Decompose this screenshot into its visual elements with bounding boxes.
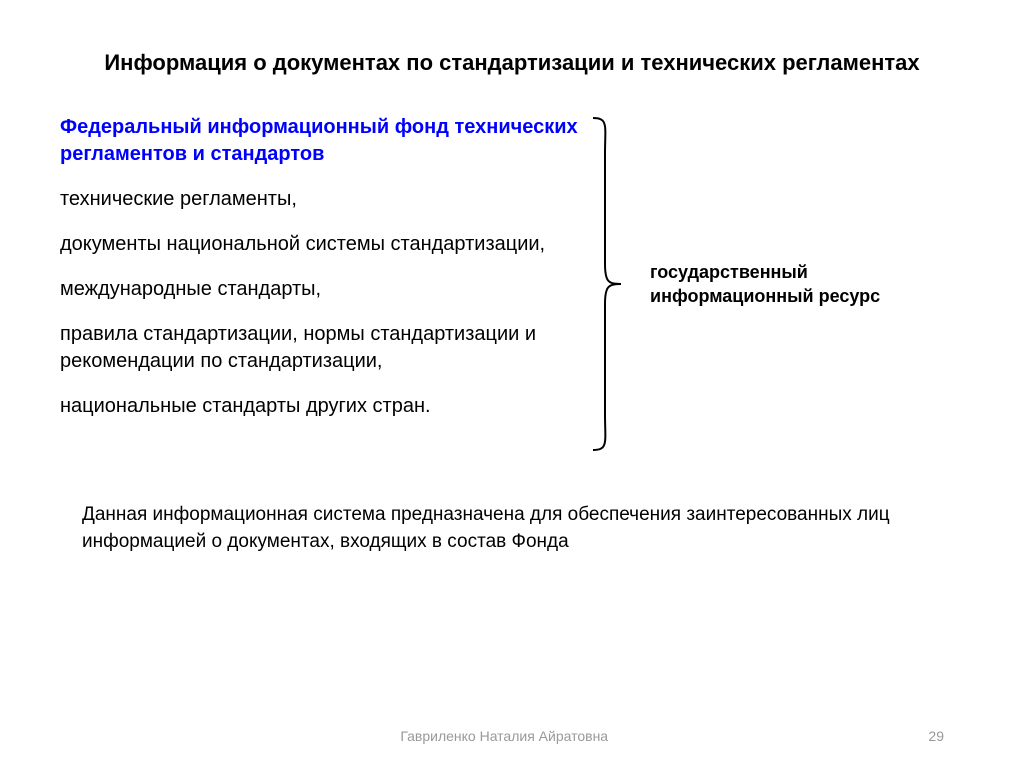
footer-author: Гавриленко Наталия Айратовна <box>400 728 608 744</box>
brace-column <box>580 114 630 454</box>
right-column: государственный информационный ресурс <box>630 114 964 454</box>
footer: Гавриленко Наталия Айратовна 29 <box>0 728 1024 744</box>
content-row: Федеральный информационный фонд техничес… <box>60 114 964 454</box>
list-item: технические регламенты, <box>60 186 580 213</box>
brace-path <box>593 118 621 450</box>
footnote: Данная информационная система предназнач… <box>60 502 964 555</box>
slide-title: Информация о документах по стандартизаци… <box>60 40 964 86</box>
list-item: документы национальной системы стандарти… <box>60 231 580 258</box>
list-item: международные стандарты, <box>60 276 580 303</box>
slide: Информация о документах по стандартизаци… <box>0 0 1024 768</box>
curly-brace-icon <box>587 114 623 454</box>
list-item: национальные стандарты других стран. <box>60 393 580 420</box>
footer-page-number: 29 <box>928 728 944 744</box>
brace-label: государственный информационный ресурс <box>650 260 964 309</box>
highlight-heading: Федеральный информационный фонд техничес… <box>60 114 580 168</box>
left-column: Федеральный информационный фонд техничес… <box>60 114 580 454</box>
list-item: правила стандартизации, нормы стандартиз… <box>60 321 580 375</box>
